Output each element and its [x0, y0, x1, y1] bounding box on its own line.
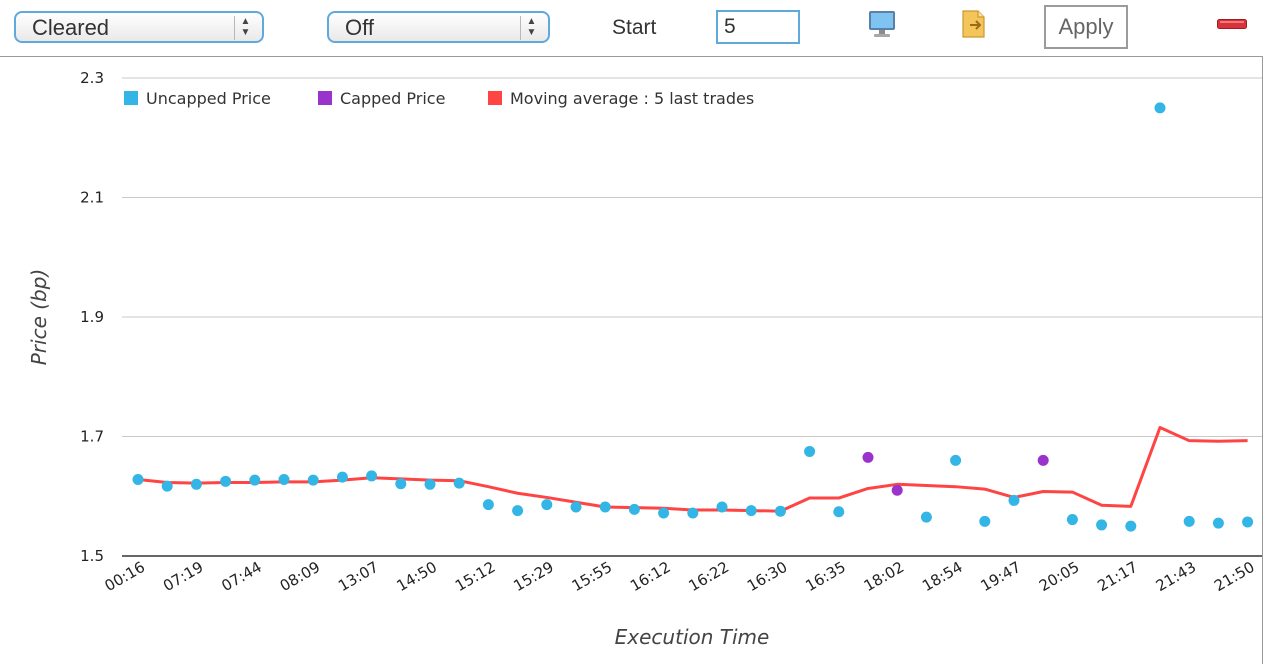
x-tick-label: 21:17: [1094, 558, 1140, 595]
export-icon[interactable]: [958, 8, 990, 40]
legend-label: Capped Price: [340, 89, 445, 108]
uncapped-price-point: [424, 478, 436, 490]
uncapped-price-point: [161, 480, 173, 492]
y-tick-label: 2.3: [80, 69, 104, 87]
uncapped-price-point: [658, 507, 670, 519]
x-axis-ticks: 00:16 07:19 07:44 08:09 13:07 14:50 15:12 15:29…: [102, 558, 1258, 595]
uncapped-price-point: [453, 477, 465, 489]
uncapped-price-point: [1183, 515, 1195, 527]
x-tick-label: 19:47: [978, 558, 1024, 595]
uncapped-price-point: [1154, 102, 1166, 114]
uncapped-price-point: [395, 478, 407, 490]
uncapped-price-point: [1125, 520, 1137, 532]
capped-price-point: [862, 451, 874, 463]
legend-label: Moving average : 5 last trades: [510, 89, 754, 108]
y-axis-title: Price (bp): [27, 269, 51, 366]
status-select-value: Cleared: [32, 15, 110, 40]
legend-swatch: [488, 91, 502, 105]
x-tick-label: 16:12: [627, 558, 673, 595]
select-arrows-icon: ▲ ▼: [234, 16, 256, 40]
uncapped-price-point: [920, 511, 932, 523]
capped-price-point: [891, 484, 903, 496]
uncapped-price-point: [278, 474, 290, 486]
x-axis-title: Execution Time: [615, 625, 770, 649]
start-input[interactable]: [716, 10, 800, 44]
x-tick-label: 18:54: [919, 558, 965, 595]
x-tick-label: 20:05: [1036, 558, 1082, 595]
x-tick-label: 21:50: [1211, 558, 1257, 595]
x-tick-label: 18:02: [861, 558, 907, 595]
x-tick-label: 15:12: [452, 558, 498, 595]
x-tick-label: 14:50: [394, 558, 440, 595]
x-tick-label: 16:22: [686, 558, 732, 595]
x-tick-label: 16:35: [802, 558, 848, 595]
x-tick-label: 16:30: [744, 558, 790, 595]
uncapped-price-point: [570, 501, 582, 513]
x-tick-label: 13:07: [335, 558, 381, 595]
monitor-icon[interactable]: [866, 8, 898, 40]
remove-icon[interactable]: [1217, 19, 1247, 29]
y-tick-label: 1.9: [80, 308, 104, 326]
x-tick-label: 15:55: [569, 558, 615, 595]
uncapped-price-point: [220, 475, 232, 487]
uncapped-price-point: [1242, 516, 1254, 528]
x-tick-label: 07:44: [218, 558, 264, 595]
y-axis-ticks: 1.5 1.7 1.9 2.1 2.3: [80, 69, 104, 565]
moving-average-line: [137, 426, 1248, 513]
uncapped-price-point: [307, 474, 319, 486]
cap-select[interactable]: Off ▲ ▼: [327, 11, 550, 43]
uncapped-price-point: [1212, 517, 1224, 529]
y-tick-label: 1.5: [80, 547, 104, 565]
uncapped-price-point: [833, 506, 845, 518]
uncapped-price-point: [541, 499, 553, 511]
y-tick-label: 1.7: [80, 428, 104, 446]
chart-grid: [122, 77, 1262, 437]
uncapped-price-point: [979, 515, 991, 527]
y-tick-label: 2.1: [80, 189, 104, 207]
toolbar: Cleared ▲▼ Off ▲▼ Start Apply: [0, 0, 1282, 56]
x-tick-label: 15:29: [510, 558, 556, 595]
status-select[interactable]: Cleared ▲ ▼: [14, 11, 264, 43]
price-chart: 1.5 1.7 1.9 2.1 2.3 00:16 07:19 07:44 08:09 13:0…: [27, 69, 1262, 649]
capped-price-point: [1037, 454, 1049, 466]
uncapped-price-point: [366, 470, 378, 482]
cap-select-value: Off: [345, 15, 374, 40]
uncapped-price-point: [249, 474, 261, 486]
uncapped-price-point: [336, 471, 348, 483]
x-tick-label: 21:43: [1153, 558, 1199, 595]
chart-panel-frame: [0, 56, 1263, 664]
uncapped-price-point: [628, 503, 640, 515]
chart-legend: Uncapped Price Capped Price Moving average…: [124, 89, 754, 108]
uncapped-price-point: [950, 454, 962, 466]
uncapped-price-point: [1008, 494, 1020, 506]
uncapped-price-point: [482, 499, 494, 511]
series-layer: [132, 102, 1254, 532]
uncapped-price-point: [745, 505, 757, 517]
x-tick-label: 07:19: [160, 558, 206, 595]
legend-swatch: [318, 91, 332, 105]
uncapped-price-point: [716, 501, 728, 513]
uncapped-price-point: [804, 445, 816, 457]
select-arrows-icon: ▲ ▼: [520, 16, 542, 40]
uncapped-price-point: [132, 474, 144, 486]
uncapped-price-point: [1066, 514, 1078, 526]
start-label: Start: [612, 16, 657, 39]
uncapped-price-point: [774, 505, 786, 517]
uncapped-price-point: [190, 478, 202, 490]
legend-label: Uncapped Price: [146, 89, 271, 108]
uncapped-price-point: [687, 507, 699, 519]
uncapped-price-point: [1096, 519, 1108, 531]
apply-button[interactable]: Apply: [1044, 5, 1128, 49]
legend-swatch: [124, 91, 138, 105]
uncapped-price-point: [599, 501, 611, 513]
uncapped-price-point: [512, 505, 524, 517]
x-tick-label: 00:16: [102, 558, 148, 595]
x-tick-label: 08:09: [277, 558, 323, 595]
